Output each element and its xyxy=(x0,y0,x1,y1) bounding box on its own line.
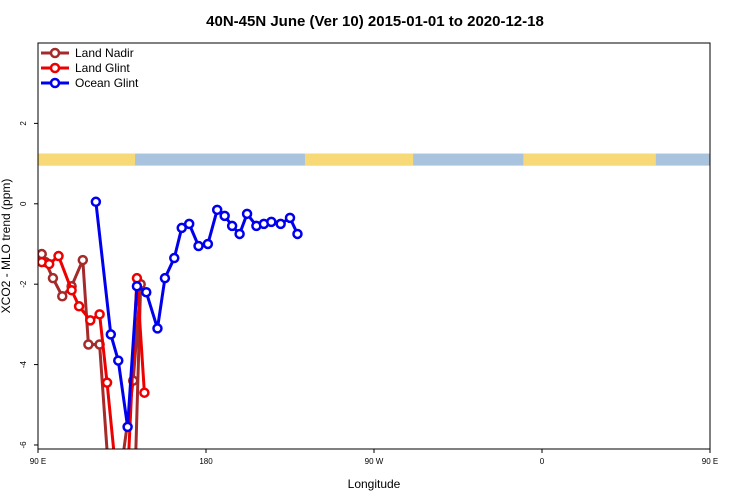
data-point xyxy=(234,228,245,240)
chart-title: 40N-45N June (Ver 10) 2015-01-01 to 2020… xyxy=(206,13,544,30)
series-ocean-glint xyxy=(90,196,303,433)
land-sea-strip xyxy=(38,153,710,166)
data-point xyxy=(83,339,94,350)
x-tick-label: 180 xyxy=(199,457,213,466)
data-point xyxy=(284,212,296,224)
data-point xyxy=(90,196,102,208)
data-point xyxy=(266,216,277,228)
data-point xyxy=(131,473,139,481)
data-point xyxy=(241,208,253,220)
data-point xyxy=(202,238,214,250)
y-tick-label: -4 xyxy=(19,360,28,368)
data-point xyxy=(77,254,89,266)
y-tick-label: -2 xyxy=(19,280,28,288)
data-point xyxy=(66,284,77,296)
data-point xyxy=(73,301,85,312)
data-point xyxy=(219,210,230,222)
legend-marker xyxy=(49,47,61,59)
data-point xyxy=(47,272,59,284)
series-line xyxy=(40,253,143,449)
x-tick-label: 90 E xyxy=(702,457,718,466)
data-point xyxy=(193,240,204,252)
legend-label: Ocean Glint xyxy=(75,76,139,90)
land-band-2 xyxy=(523,153,656,166)
data-point xyxy=(53,250,64,262)
data-point xyxy=(152,323,163,334)
data-point xyxy=(131,280,143,292)
data-point xyxy=(113,355,124,366)
land-band-1 xyxy=(304,153,414,166)
x-tick-label: 0 xyxy=(540,457,545,466)
legend-marker xyxy=(49,62,61,74)
plot-area xyxy=(38,196,303,481)
data-point xyxy=(85,315,96,326)
data-point xyxy=(226,220,238,232)
y-axis-label: XCO2 - MLO trend (ppm) xyxy=(0,179,13,314)
data-point xyxy=(124,473,132,481)
legend-label: Land Glint xyxy=(75,61,130,75)
legend-item: Ocean Glint xyxy=(41,76,139,90)
data-point xyxy=(57,290,68,302)
data-point xyxy=(94,309,105,320)
data-point xyxy=(43,258,55,270)
data-point xyxy=(183,218,195,230)
legend-marker xyxy=(49,77,61,89)
y-tick-label: 0 xyxy=(19,201,28,206)
data-point xyxy=(101,377,113,388)
x-tick-label: 90 W xyxy=(365,457,384,466)
y-tick-label: -6 xyxy=(19,441,28,449)
data-point xyxy=(159,272,171,284)
data-point xyxy=(139,387,150,398)
data-point xyxy=(176,222,187,234)
data-point xyxy=(122,421,133,433)
data-point xyxy=(292,228,303,240)
y-tick-label: 2 xyxy=(19,121,28,126)
data-point xyxy=(275,218,286,230)
data-point xyxy=(116,473,124,481)
data-point xyxy=(105,329,117,340)
legend-label: Land Nadir xyxy=(75,46,134,60)
land-band-0 xyxy=(38,153,136,166)
series-line xyxy=(94,201,299,429)
y-axis: -6 -4 -2 0 2 xyxy=(19,121,38,449)
data-point xyxy=(112,473,120,481)
x-axis: 90 E 180 90 W 0 90 E xyxy=(30,449,718,466)
data-point xyxy=(211,204,223,216)
data-point xyxy=(105,473,113,481)
legend-item: Land Nadir xyxy=(41,46,134,60)
data-point xyxy=(141,286,152,298)
data-point xyxy=(169,252,180,264)
x-axis-label: Longitude xyxy=(348,477,401,491)
series-land-glint xyxy=(38,250,150,481)
x-tick-label: 90 E xyxy=(30,457,46,466)
legend-item: Land Glint xyxy=(41,61,130,75)
